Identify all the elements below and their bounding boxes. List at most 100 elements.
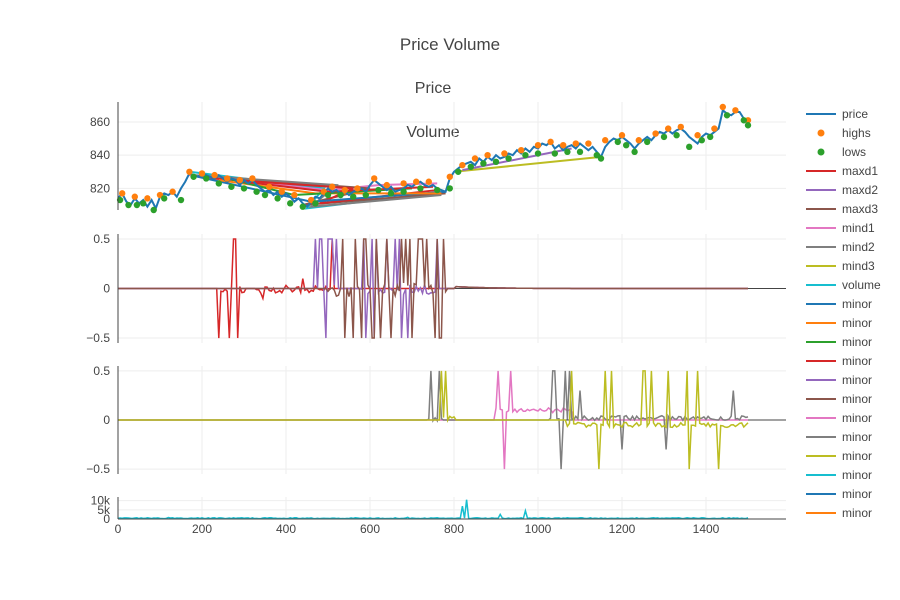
mind2-overlay-line (193, 174, 442, 208)
low-point (467, 163, 474, 170)
legend-item[interactable]: minor (806, 449, 872, 463)
legend-item[interactable]: minor (806, 392, 872, 406)
low-point (362, 191, 369, 199)
legend-label: minor (842, 468, 872, 482)
legend-item[interactable]: volume (806, 278, 881, 292)
low-point (686, 143, 693, 151)
legend-item[interactable]: price (806, 107, 868, 121)
legend-label: minor (842, 354, 872, 368)
high-point (484, 151, 491, 159)
y-tick-label: −0.5 (86, 331, 110, 345)
high-point (291, 191, 298, 199)
legend-item[interactable]: mind2 (806, 240, 875, 254)
legend-marker-dot (817, 148, 825, 156)
axes: 0 200 400 600 800 1000 1200 1400 820 840 860 0.5 0 −0… (86, 102, 786, 536)
y-tick-label: 0.5 (93, 232, 110, 246)
legend-item[interactable]: maxd3 (806, 202, 878, 216)
panel-derivative-min (118, 370, 786, 470)
legend-label: minor (842, 335, 872, 349)
high-point (665, 125, 672, 132)
mind3-line (118, 370, 749, 470)
x-tick-label: 1400 (693, 522, 720, 536)
low-point (177, 196, 185, 204)
legend[interactable]: price highs lows maxd1 maxd2 maxd3 mind1 mind2 m… (806, 107, 881, 520)
high-point (169, 188, 176, 195)
high-point (341, 186, 348, 194)
high-point (224, 175, 231, 182)
high-point (652, 130, 659, 137)
legend-item[interactable]: minor (806, 354, 872, 368)
legend-item[interactable]: highs (817, 126, 871, 140)
low-point (614, 138, 621, 146)
x-tick-label: 1200 (609, 522, 636, 536)
low-point (631, 148, 638, 156)
legend-item[interactable]: minor (806, 297, 872, 311)
legend-label: volume (842, 278, 881, 292)
mind3-overlay-line (453, 155, 602, 173)
legend-item[interactable]: minor (806, 316, 872, 330)
legend-label: minor (842, 316, 872, 330)
high-point (278, 188, 285, 195)
high-point (198, 170, 206, 177)
high-point (694, 132, 701, 139)
low-point (140, 200, 147, 207)
y-tick-label: 840 (90, 148, 110, 162)
price-subplot-title: Price (415, 80, 452, 97)
high-point (446, 173, 453, 180)
low-point (287, 200, 294, 207)
legend-label: minor (842, 506, 872, 520)
low-point (240, 185, 248, 192)
low-point (623, 142, 630, 149)
low-point (324, 191, 332, 199)
high-point (186, 168, 193, 175)
x-tick-label: 800 (444, 522, 464, 536)
high-point (518, 146, 525, 154)
high-point (354, 185, 361, 192)
legend-item[interactable]: minor (806, 487, 872, 501)
low-point (190, 173, 197, 180)
low-point (274, 195, 281, 202)
high-point (383, 181, 390, 189)
y-tick-label: 0.5 (93, 364, 110, 378)
x-tick-label: 0 (115, 522, 122, 536)
y-tick-label: 0 (103, 282, 110, 296)
legend-item[interactable]: maxd2 (806, 183, 878, 197)
low-point (312, 200, 319, 207)
legend-item[interactable]: minor (806, 373, 872, 387)
legend-label: minor (842, 411, 872, 425)
legend-item[interactable]: mind1 (806, 221, 875, 235)
high-point (131, 193, 138, 200)
high-point (144, 195, 151, 202)
legend-item[interactable]: minor (806, 430, 872, 444)
low-point (673, 132, 680, 139)
low-point (253, 188, 260, 195)
legend-marker-dot (817, 129, 825, 137)
high-point (547, 138, 554, 146)
legend-label: price (842, 107, 868, 121)
y-tick-label: 5k (97, 503, 111, 517)
low-point (492, 158, 500, 166)
y-tick-label: −0.5 (86, 462, 110, 476)
high-point (618, 132, 626, 139)
legend-item[interactable]: mind3 (806, 259, 875, 273)
y-tick-label: 10k (91, 494, 111, 508)
legend-item[interactable]: minor (806, 335, 872, 349)
low-point (261, 191, 269, 199)
low-point (228, 183, 235, 190)
high-point (635, 137, 642, 144)
low-point (551, 150, 558, 157)
legend-item[interactable]: minor (806, 468, 872, 482)
low-point (150, 206, 157, 214)
high-point (266, 183, 273, 190)
legend-item[interactable]: lows (817, 145, 867, 159)
high-point (425, 178, 432, 185)
legend-item[interactable]: maxd1 (806, 164, 878, 178)
legend-item[interactable]: minor (806, 411, 872, 425)
low-point (644, 138, 651, 146)
legend-label: minor (842, 392, 872, 406)
legend-item[interactable]: minor (806, 506, 872, 520)
high-point (534, 142, 542, 149)
legend-label: minor (842, 373, 872, 387)
high-point (732, 107, 739, 114)
plot-panels (116, 103, 786, 520)
